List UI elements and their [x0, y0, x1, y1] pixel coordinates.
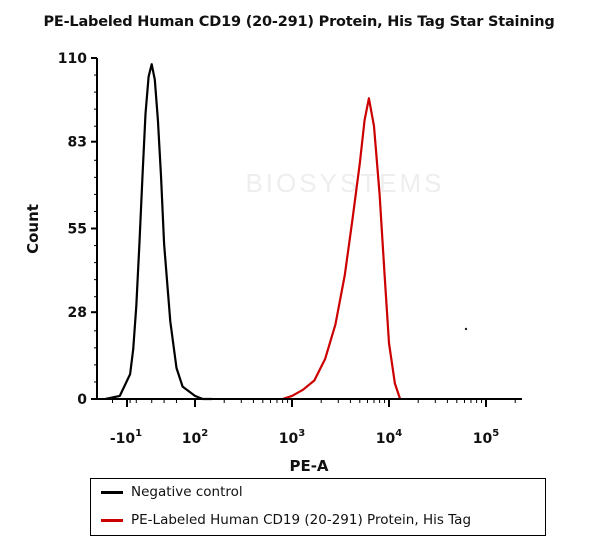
x-tick-label: 104 — [376, 428, 402, 447]
y-tick-label: 83 — [68, 135, 87, 151]
x-axis-label: PE-A — [289, 457, 328, 475]
legend-item-negative-control: Negative control — [101, 482, 243, 502]
legend-label: PE-Labeled Human CD19 (20-291) Protein, … — [131, 512, 472, 528]
legend-swatch — [101, 518, 123, 522]
y-tick-label: 110 — [58, 51, 87, 67]
x-tick-label: 103 — [279, 428, 305, 447]
stray-dot — [464, 327, 468, 331]
x-tick-label: -101 — [110, 428, 142, 447]
y-tick-label: 0 — [77, 392, 87, 408]
x-tick-label: 102 — [182, 428, 208, 447]
y-axis-label: Count — [24, 204, 42, 254]
y-tick-label: 55 — [68, 222, 87, 238]
series-layer — [105, 63, 402, 401]
legend: Negative control PE-Labeled Human CD19 (… — [90, 478, 546, 536]
legend-swatch — [101, 490, 123, 494]
tick-layer: 0 28 55 83 110 -101 102 103 104 105 — [58, 51, 516, 447]
axes-layer — [96, 58, 522, 400]
histogram-plot: BIOSYSTEMS 0 28 55 83 110 -101 102 103 104 105 Co… — [24, 51, 522, 475]
series-line-cd19-protein — [282, 97, 402, 401]
series-line-negative-control — [105, 63, 213, 401]
y-tick-label: 28 — [68, 305, 87, 321]
chart-title: PE-Labeled Human CD19 (20-291) Protein, … — [43, 14, 555, 30]
legend-item-cd19-protein: PE-Labeled Human CD19 (20-291) Protein, … — [101, 510, 471, 530]
watermark: BIOSYSTEMS — [245, 168, 444, 198]
legend-label: Negative control — [131, 484, 243, 500]
x-tick-label: 105 — [473, 428, 499, 447]
